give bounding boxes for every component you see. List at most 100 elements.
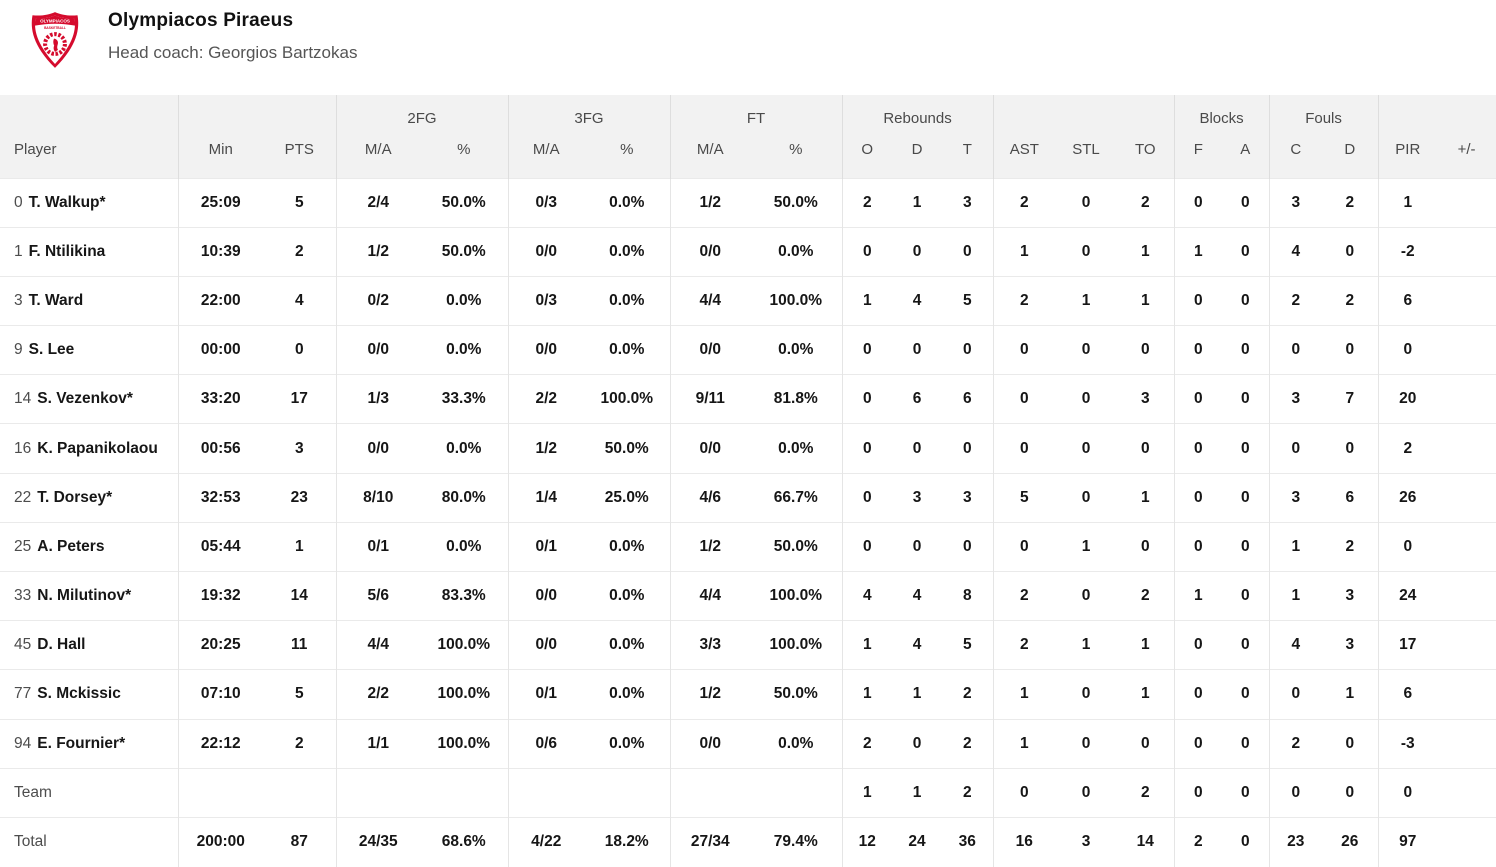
col-header-3fg-ma: M/A (507, 131, 584, 178)
col-header-stl: STL (1055, 131, 1118, 178)
cell-min (177, 767, 263, 818)
jersey-number: 94 (14, 734, 32, 752)
cell-foul-c: 3 (1268, 472, 1323, 523)
jersey-number: 9 (14, 341, 23, 359)
logo-text-bottom: BASKETBALL (44, 26, 66, 30)
cell-fg3-ma: 0/0 (507, 226, 584, 277)
cell-foul-c: 3 (1268, 177, 1323, 228)
cell-plus-minus (1437, 620, 1496, 670)
player-name[interactable]: F. Ntilikina (28, 242, 106, 260)
cell-pir: 0 (1377, 767, 1438, 818)
cell-reb-d: 0 (892, 521, 943, 572)
cell-reb-t: 2 (942, 669, 994, 720)
cell-min: 10:39 (177, 226, 263, 277)
total-row: Total 200:00 87 24/35 68.6% 4/22 18.2% 27/34 79.… (0, 816, 1496, 867)
cell-fg3-ma: 0/3 (507, 275, 584, 326)
player-name[interactable]: T. Ward (28, 291, 84, 309)
cell-ft-ma: 1/2 (669, 669, 750, 720)
cell-ast: 1 (992, 718, 1056, 769)
cell-reb-o: 4 (841, 570, 893, 621)
cell-to: 0 (1117, 423, 1175, 474)
player-cell: Team (0, 767, 178, 818)
group-header-empty-minpts (177, 95, 336, 131)
cell-pir: -2 (1377, 226, 1438, 277)
cell-min: 22:00 (177, 275, 263, 326)
table-head: 2FG 3FG FT Rebounds Blocks Fouls Player … (0, 95, 1496, 178)
cell-fg2-ma: 5/6 (335, 570, 420, 621)
group-header-empty-pir (1377, 95, 1496, 131)
cell-fg3-pct: 0.0% (584, 275, 670, 326)
cell-stl: 3 (1055, 816, 1118, 867)
cell-to: 0 (1117, 718, 1175, 769)
cell-block-a: 0 (1222, 275, 1270, 326)
player-name[interactable]: K. Papanikolaou (37, 439, 158, 457)
cell-foul-c: 4 (1268, 620, 1323, 670)
player-name[interactable]: N. Milutinov* (37, 587, 132, 605)
jersey-number: 16 (14, 439, 32, 457)
player-cell: 45 D. Hall (0, 620, 178, 670)
player-name[interactable]: S. Vezenkov* (37, 390, 133, 408)
cell-reb-t: 2 (942, 767, 994, 818)
player-cell: 25 A. Peters (0, 521, 178, 572)
player-name[interactable]: E. Fournier* (37, 734, 126, 752)
cell-reb-t: 2 (942, 718, 994, 769)
col-header-ast: AST (992, 131, 1056, 178)
player-name[interactable]: A. Peters (37, 537, 105, 555)
cell-to: 2 (1117, 177, 1175, 228)
cell-plus-minus (1437, 718, 1496, 769)
cell-ast: 2 (992, 177, 1056, 228)
group-header-2fg: 2FG (335, 95, 508, 131)
cell-block-f: 0 (1173, 275, 1223, 326)
player-name[interactable]: T. Dorsey* (37, 488, 113, 506)
cell-block-a: 0 (1222, 423, 1270, 474)
player-row: 9 S. Lee 00:00 0 0/0 0.0% 0/0 0.0% 0/0 0.0% 0 0 0 0 0 0… (0, 325, 1496, 375)
col-header-block-a: A (1222, 131, 1270, 178)
cell-fg3-pct: 18.2% (584, 816, 670, 867)
cell-ft-ma: 9/11 (669, 374, 750, 424)
player-name[interactable]: T. Walkup* (28, 193, 106, 211)
col-header-plus-minus: +/- (1437, 131, 1496, 178)
cell-plus-minus (1437, 816, 1496, 867)
cell-block-a: 0 (1222, 570, 1270, 621)
player-name[interactable]: D. Hall (37, 636, 86, 654)
cell-reb-o: 1 (841, 620, 893, 670)
team-header: OLYMPIACOS BASKETBALL Olympiacos Piraeus… (0, 0, 1496, 95)
cell-pts (263, 767, 336, 818)
player-name[interactable]: S. Lee (28, 341, 75, 359)
col-header-reb-o: O (841, 131, 893, 178)
cell-block-a: 0 (1222, 472, 1270, 523)
cell-pir: 2 (1377, 423, 1438, 474)
row-label: Total (14, 833, 47, 851)
player-row: 22 T. Dorsey* 32:53 23 8/10 80.0% 1/4 25.0% 4/6 6… (0, 472, 1496, 523)
coach-name: Head coach: Georgios Bartzokas (108, 43, 358, 62)
cell-fg3-pct: 0.0% (584, 669, 670, 720)
cell-to: 14 (1117, 816, 1175, 867)
cell-plus-minus (1437, 669, 1496, 720)
cell-foul-c: 0 (1268, 767, 1323, 818)
cell-fg3-pct: 0.0% (584, 718, 670, 769)
cell-fg2-ma: 0/0 (335, 325, 420, 375)
cell-fg2-ma: 2/4 (335, 177, 420, 228)
cell-ft-ma: 1/2 (669, 521, 750, 572)
cell-ft-pct: 50.0% (750, 521, 843, 572)
cell-block-f: 0 (1173, 472, 1223, 523)
cell-ft-pct: 0.0% (750, 325, 843, 375)
cell-reb-o: 1 (841, 275, 893, 326)
cell-pts: 11 (263, 620, 336, 670)
col-header-ft-ma: M/A (669, 131, 750, 178)
cell-reb-o: 2 (841, 718, 893, 769)
cell-block-f: 0 (1173, 521, 1223, 572)
cell-foul-c: 3 (1268, 374, 1323, 424)
cell-fg2-ma: 4/4 (335, 620, 420, 670)
cell-pir: 1 (1377, 177, 1438, 228)
cell-foul-c: 0 (1268, 423, 1323, 474)
cell-fg2-pct: 50.0% (420, 177, 508, 228)
cell-fg2-ma: 0/2 (335, 275, 420, 326)
cell-block-f: 0 (1173, 374, 1223, 424)
cell-fg3-pct: 0.0% (584, 521, 670, 572)
cell-fg3-pct: 50.0% (584, 423, 670, 474)
cell-fg2-ma: 8/10 (335, 472, 420, 523)
player-name[interactable]: S. Mckissic (37, 685, 121, 703)
cell-plus-minus (1437, 275, 1496, 326)
cell-min: 32:53 (177, 472, 263, 523)
